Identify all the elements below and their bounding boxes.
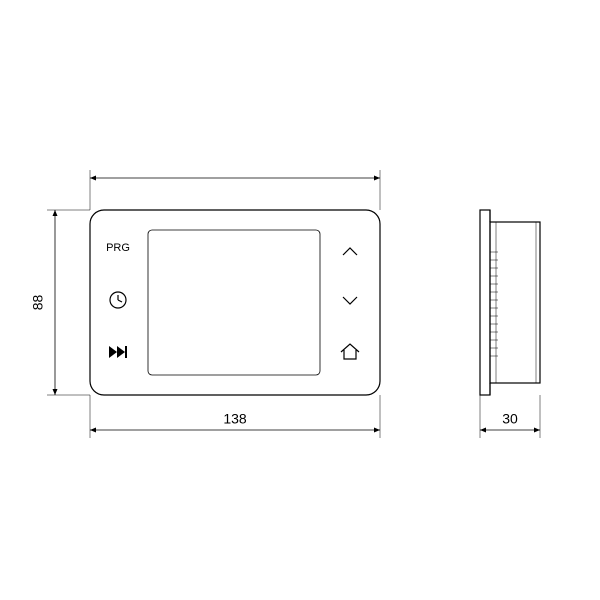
dim-front-width-label: 138 (223, 411, 247, 427)
skip-button (109, 346, 127, 358)
side-view (480, 210, 540, 395)
dim-front-width-top (90, 176, 380, 181)
dim-side-depth: 30 (480, 411, 540, 433)
home-button (341, 344, 359, 359)
front-view: PRG (90, 210, 380, 395)
up-button (343, 248, 357, 255)
chevron-down-icon (343, 297, 357, 304)
dim-side-depth-label: 30 (502, 411, 518, 427)
dim-front-height-label: 88 (30, 295, 46, 311)
side-faceplate (480, 210, 490, 395)
side-body (490, 222, 540, 383)
device-front-outline (90, 210, 380, 395)
skip-icon (109, 346, 117, 358)
down-button (343, 297, 357, 304)
prg-button: PRG (106, 242, 130, 254)
chevron-up-icon (343, 248, 357, 255)
clock-button (110, 292, 126, 308)
screen-outline (148, 230, 320, 375)
prg-button-label: PRG (106, 242, 130, 254)
dim-front-height: 88 (30, 210, 58, 395)
dim-front-width: 138 (90, 411, 380, 433)
side-vents (490, 252, 498, 356)
technical-drawing: PRG 138 88 30 (0, 0, 600, 600)
